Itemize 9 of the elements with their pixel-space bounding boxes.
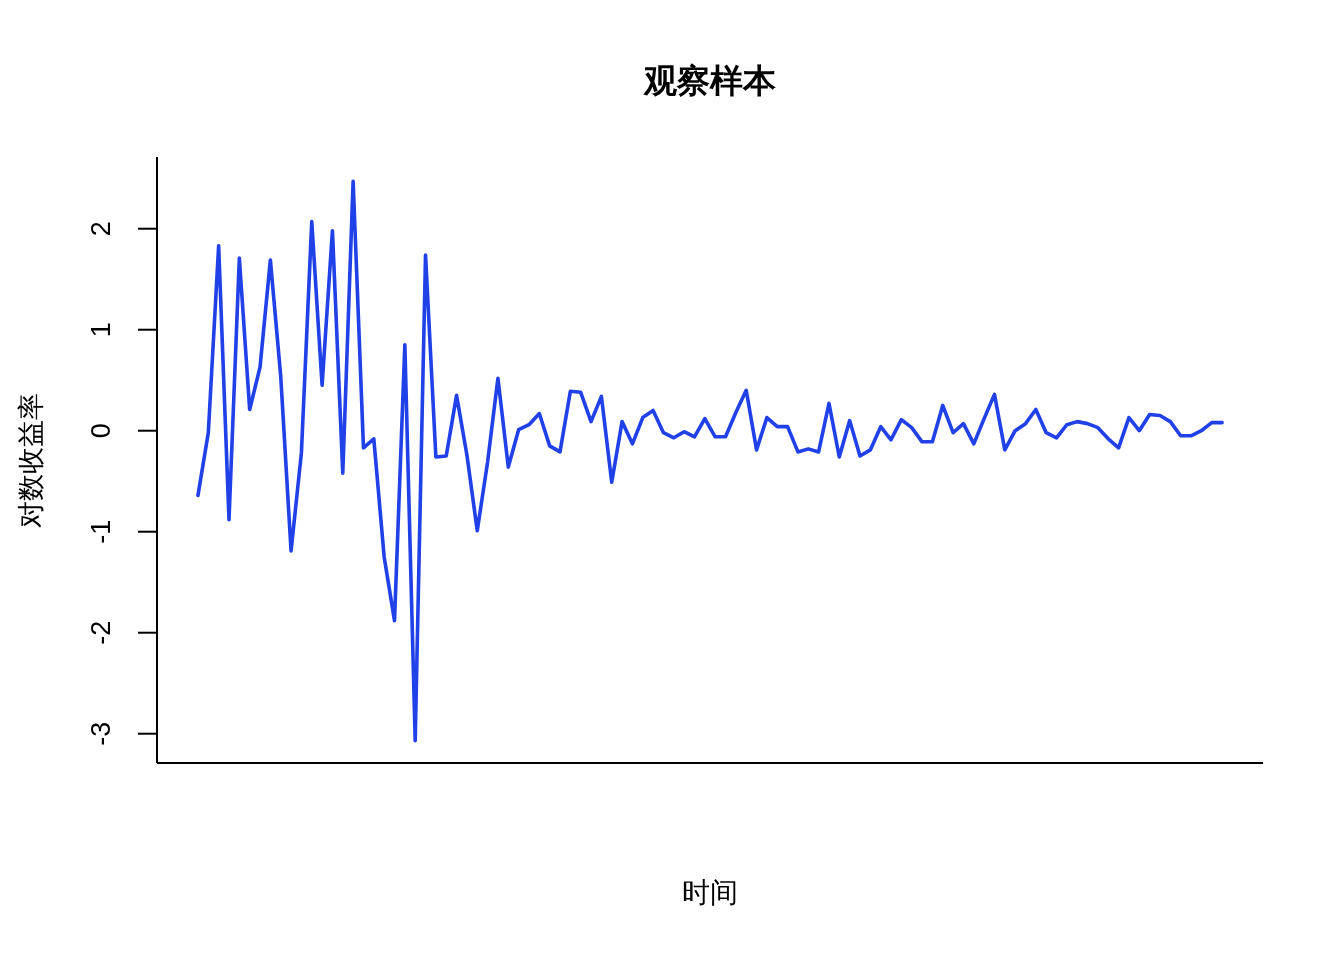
y-tick-label: -2	[86, 620, 116, 645]
y-tick-label: 1	[86, 322, 116, 338]
xlabel: 时间	[682, 877, 738, 908]
y-tick-label: 2	[86, 221, 116, 237]
title: 观察样本	[644, 63, 776, 99]
y-tick-label: 0	[86, 423, 116, 439]
y-tick-label: -1	[86, 519, 116, 544]
ylabel: 对数收益率	[16, 392, 46, 528]
y-tick-label: -3	[86, 721, 116, 746]
